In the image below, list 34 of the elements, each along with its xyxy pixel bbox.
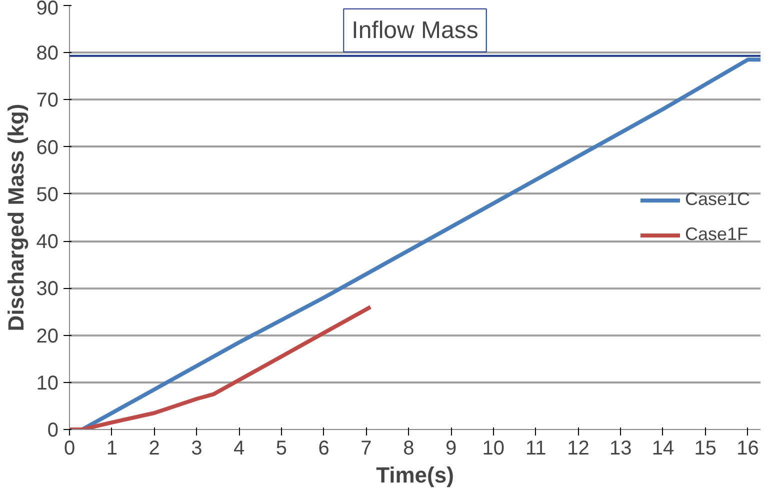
x-tick-label: 7: [360, 438, 372, 460]
line-series: [70, 305, 372, 430]
y-tick-label: 20: [36, 325, 59, 348]
x-tick-label: 1: [106, 438, 118, 460]
x-tick-label: 9: [445, 438, 457, 460]
x-tick-label: 15: [694, 438, 717, 460]
x-tick-label: 4: [234, 438, 245, 460]
y-tick-label: 70: [36, 90, 59, 112]
y-axis-title: Discharged Mass (kg): [3, 104, 28, 332]
x-tick-label: 16: [736, 438, 759, 460]
x-tick-label: 0: [64, 438, 76, 460]
ref-line-label: Inflow Mass: [352, 16, 478, 44]
y-tick-label: 40: [36, 231, 59, 254]
x-axis-title: Time(s): [376, 462, 454, 488]
y-tick-label: 30: [36, 278, 59, 300]
line-series: [80, 58, 760, 430]
y-tick-label: 90: [36, 0, 59, 20]
x-tick-label: 3: [191, 438, 202, 460]
x-tick-label: 8: [403, 438, 414, 460]
y-tick-label: 0: [47, 420, 58, 442]
y-tick-label: 50: [36, 184, 59, 206]
legend-label: Case1C: [684, 189, 750, 210]
y-tick-label: 10: [36, 372, 59, 394]
legend-label: Case1F: [684, 224, 748, 245]
x-tick-label: 10: [482, 438, 505, 460]
y-tick-label: 80: [36, 42, 59, 65]
x-tick-label: 11: [525, 438, 546, 460]
x-tick-label: 13: [609, 438, 632, 460]
x-tick-label: 14: [652, 438, 674, 460]
x-tick-label: 2: [148, 438, 160, 460]
x-tick-label: 5: [276, 438, 288, 460]
x-tick-label: 12: [567, 438, 590, 460]
x-tick-label: 6: [318, 438, 330, 460]
y-tick-label: 60: [36, 136, 59, 159]
